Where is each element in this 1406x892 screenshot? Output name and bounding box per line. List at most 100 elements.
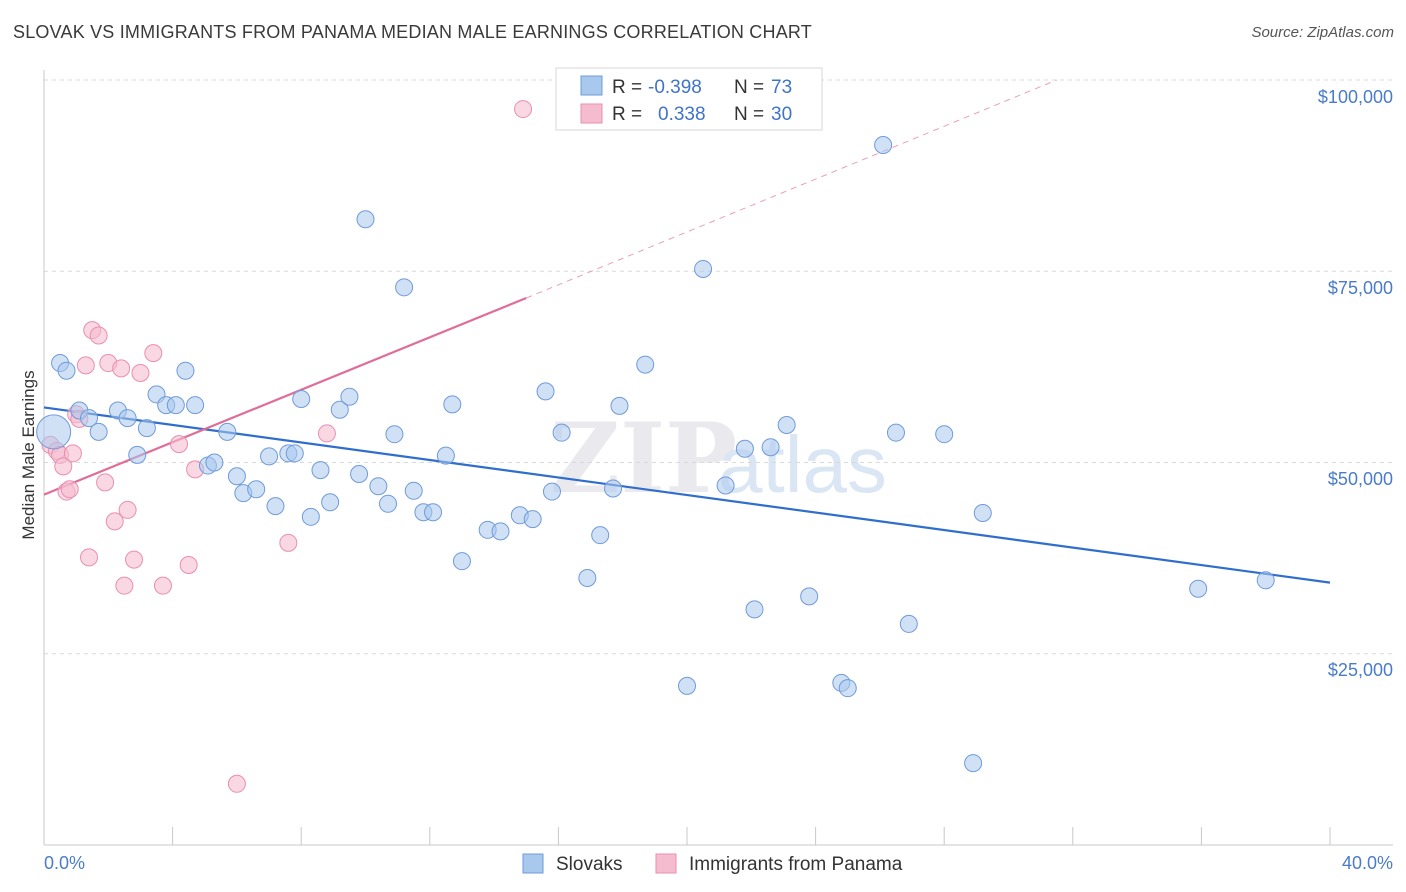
legend-r-value-1: -0.398 bbox=[648, 77, 702, 98]
bottom-legend-swatch-panama bbox=[655, 853, 677, 874]
point-slovaks-40 bbox=[436, 446, 455, 465]
point-slovaks-28 bbox=[321, 493, 340, 512]
chart-title: SLOVAK VS IMMIGRANTS FROM PANAMA MEDIAN … bbox=[13, 22, 812, 42]
point-slovaks-41 bbox=[443, 395, 462, 414]
legend-r-label-1: R = bbox=[612, 77, 642, 98]
point-panama-26 bbox=[279, 533, 298, 552]
point-panama-8 bbox=[76, 356, 95, 375]
grid-layer bbox=[44, 79, 1393, 655]
point-slovaks-65 bbox=[874, 136, 893, 155]
point-slovaks-8 bbox=[128, 445, 147, 464]
point-panama-14 bbox=[112, 359, 131, 378]
point-panama-13 bbox=[105, 512, 124, 531]
point-slovaks-49 bbox=[552, 423, 571, 442]
point-panama-3 bbox=[54, 457, 73, 476]
point-slovaks-52 bbox=[604, 479, 623, 498]
point-slovaks-51 bbox=[591, 526, 610, 545]
point-slovaks-4 bbox=[80, 409, 99, 428]
point-slovaks-14 bbox=[186, 396, 205, 415]
y-tick-label-75000: $75,000 bbox=[1328, 278, 1393, 298]
point-slovaks-57 bbox=[716, 476, 735, 495]
point-slovaks-13 bbox=[176, 361, 195, 380]
point-slovaks-39 bbox=[424, 503, 443, 522]
point-slovaks-67 bbox=[899, 614, 918, 633]
legend-r-value-2: 0.338 bbox=[658, 104, 706, 125]
point-slovaks-33 bbox=[369, 477, 388, 496]
series-legend: Slovaks Immigrants from Panama bbox=[522, 853, 903, 875]
point-panama-25 bbox=[115, 576, 134, 595]
point-panama-11 bbox=[96, 473, 115, 492]
point-slovaks-71 bbox=[1189, 579, 1208, 598]
point-slovaks-44 bbox=[491, 522, 510, 541]
trendline-slovaks bbox=[43, 406, 1331, 584]
legend-n-label-1: N = bbox=[734, 77, 764, 98]
point-panama-16 bbox=[125, 550, 144, 569]
legend-swatch-slovaks bbox=[580, 75, 603, 96]
y-tick-label-25000: $25,000 bbox=[1328, 660, 1393, 680]
point-panama-10 bbox=[89, 326, 108, 345]
blue-points bbox=[36, 136, 1275, 773]
point-panama-15 bbox=[118, 500, 137, 519]
point-slovaks-50 bbox=[578, 569, 597, 588]
axis-layer bbox=[43, 70, 1393, 846]
point-panama-28 bbox=[514, 100, 533, 119]
point-slovaks-48 bbox=[542, 482, 561, 501]
point-slovaks-9 bbox=[137, 419, 156, 438]
point-slovaks-59 bbox=[745, 600, 764, 619]
watermark-atlas: atlas bbox=[718, 420, 887, 509]
point-slovaks-42 bbox=[452, 552, 471, 571]
point-slovaks-27 bbox=[311, 461, 330, 480]
y-tick-label-50000: $50,000 bbox=[1328, 469, 1393, 489]
point-slovaks-26 bbox=[301, 507, 320, 526]
point-slovaks-7 bbox=[118, 409, 137, 428]
point-slovaks-37 bbox=[404, 481, 423, 500]
chart-source: Source: ZipAtlas.com bbox=[1251, 24, 1394, 41]
point-slovaks-20 bbox=[247, 480, 266, 499]
point-slovaks-66 bbox=[886, 423, 905, 442]
point-panama-24 bbox=[80, 548, 99, 567]
point-panama-5 bbox=[60, 480, 79, 499]
x-tick-label-min: 0.0% bbox=[44, 853, 85, 873]
bottom-legend-label-panama: Immigrants from Panama bbox=[689, 854, 903, 875]
y-axis-label: Median Male Earnings bbox=[19, 370, 38, 539]
point-panama-20 bbox=[170, 435, 189, 454]
point-slovaks-72 bbox=[1256, 571, 1275, 590]
point-slovaks-58 bbox=[735, 439, 754, 458]
point-slovaks-60 bbox=[761, 438, 780, 457]
point-slovaks-46 bbox=[523, 510, 542, 529]
point-slovaks-62 bbox=[800, 587, 819, 606]
point-slovaks-0 bbox=[36, 414, 72, 450]
point-slovaks-68 bbox=[935, 425, 954, 444]
point-slovaks-2 bbox=[57, 361, 76, 380]
point-panama-23 bbox=[227, 774, 246, 793]
point-slovaks-32 bbox=[356, 210, 375, 229]
pink-points bbox=[41, 100, 533, 793]
bottom-legend-swatch-slovaks bbox=[522, 853, 544, 874]
legend-n-value-2: 30 bbox=[771, 104, 792, 125]
point-panama-29 bbox=[63, 444, 82, 463]
point-slovaks-31 bbox=[350, 464, 369, 483]
legend-r-label-2: R = bbox=[612, 104, 642, 125]
legend-n-label-2: N = bbox=[734, 104, 764, 125]
point-slovaks-47 bbox=[536, 382, 555, 401]
point-slovaks-5 bbox=[89, 422, 108, 441]
point-slovaks-25 bbox=[292, 390, 311, 409]
legend-swatch-panama bbox=[580, 103, 603, 124]
point-slovaks-17 bbox=[218, 422, 237, 441]
x-tick-label-max: 40.0% bbox=[1342, 853, 1393, 873]
trend-layer bbox=[43, 79, 1331, 584]
point-slovaks-35 bbox=[385, 425, 404, 444]
point-panama-21 bbox=[179, 556, 198, 575]
trendline-panama-extended bbox=[526, 79, 1057, 299]
point-slovaks-36 bbox=[395, 278, 414, 297]
point-slovaks-22 bbox=[266, 497, 285, 516]
trendline-panama bbox=[43, 297, 527, 496]
point-panama-27 bbox=[317, 424, 336, 443]
point-slovaks-61 bbox=[777, 416, 796, 435]
point-slovaks-53 bbox=[610, 396, 629, 415]
point-slovaks-64 bbox=[838, 679, 857, 698]
point-slovaks-54 bbox=[636, 355, 655, 374]
legend-n-value-1: 73 bbox=[771, 77, 792, 98]
point-panama-18 bbox=[144, 344, 163, 363]
